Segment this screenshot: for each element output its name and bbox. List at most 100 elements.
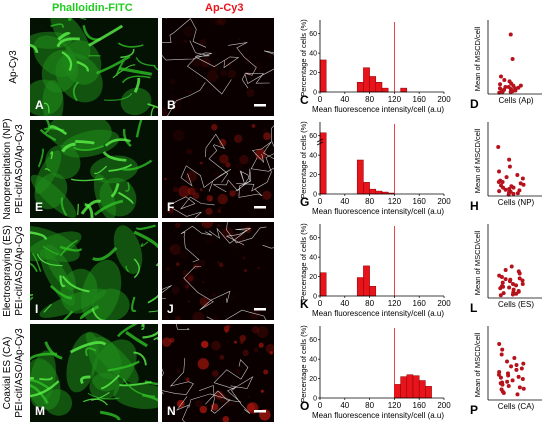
dot-point: [520, 278, 525, 283]
dot-point: [517, 276, 522, 281]
dot-point: [521, 361, 526, 366]
dot-point: [498, 82, 503, 87]
x-tick-label: 0: [318, 197, 323, 206]
x-category-label: Cells (Ap): [498, 96, 533, 105]
x-tick-label: 200: [437, 95, 451, 104]
histogram-G: 0 20 40 60 0 40 80 120 160 200 Mean fluorescence i…: [298, 118, 458, 218]
x-tick-label: 160: [413, 401, 427, 410]
dot-point: [496, 180, 501, 184]
x-tick-label: 160: [413, 95, 427, 104]
dot-point: [497, 342, 502, 346]
dot-point: [499, 275, 504, 279]
x-tick-label: 0: [318, 401, 323, 410]
dot-point: [507, 164, 512, 169]
phalloidin-image: [30, 18, 158, 116]
dot-point: [517, 385, 522, 390]
x-category-label: Cells (CA): [498, 402, 535, 411]
hist-bar: [375, 82, 383, 93]
x-tick-label: 80: [365, 299, 374, 308]
hist-bar: [319, 59, 327, 93]
row-label-line1: Coaxial ES (CA): [2, 336, 13, 410]
dot-point: [514, 367, 519, 372]
row-label-line2: PEI-cit/ASO/Ap-Cy3: [14, 226, 25, 316]
x-tick-label: 120: [388, 95, 402, 104]
panel-letter: A: [35, 98, 44, 112]
dot-point: [500, 89, 505, 94]
y-tick-label: 60: [309, 337, 317, 344]
dot-point: [516, 374, 521, 379]
dot-point: [509, 364, 514, 369]
hist-bar: [319, 272, 327, 297]
dot-point: [517, 271, 522, 276]
dot-point: [507, 279, 512, 284]
dot-point: [510, 282, 515, 286]
x-tick-label: 200: [437, 197, 451, 206]
x-tick-label: 120: [388, 197, 402, 206]
dot-point: [515, 173, 520, 177]
panel-letter: P: [470, 403, 478, 417]
x-tick-label: 40: [340, 401, 349, 410]
dot-point: [520, 377, 525, 381]
dot-point: [510, 378, 515, 383]
panel-letter: N: [167, 404, 176, 418]
dot-point: [507, 157, 512, 162]
hist-bar: [400, 376, 408, 399]
hist-bar: [375, 190, 383, 195]
hist-bar: [369, 188, 377, 195]
phalloidin-header: Phalloidin-FITC: [52, 2, 133, 14]
hist-bar: [406, 374, 414, 399]
dotplot-P: Mean of MSCD/cell Cells (CA) P: [470, 322, 548, 422]
row-label-line1: Electrospraying (ES): [2, 225, 13, 317]
dot-point: [521, 182, 526, 187]
x-tick-label: 80: [365, 401, 374, 410]
dot-point: [503, 268, 508, 272]
y-tick-label: 0: [313, 192, 317, 199]
dot-point: [515, 191, 520, 196]
dot-point: [502, 78, 507, 82]
y-axis-label: Mean of MSCD/cell: [473, 128, 482, 193]
row-label-es: Electrospraying (ES) PEI-cit/ASO/Ap-Cy3: [0, 222, 28, 320]
dot-point: [516, 85, 521, 90]
y-tick-label: 60: [309, 133, 317, 140]
hist-bar: [418, 380, 426, 399]
hist-bar: [356, 277, 364, 297]
x-tick-label: 40: [340, 299, 349, 308]
apcy3-image: [162, 222, 274, 320]
row-label-ap: Ap-Cy3: [0, 18, 28, 116]
y-tick-label: 40: [309, 51, 317, 58]
hist-bar: [425, 386, 432, 399]
panel-letter: I: [35, 302, 39, 316]
histogram-C: 0 20 40 60 0 40 80 120 160 200 Mean fluorescence i…: [298, 16, 458, 116]
dot-point: [503, 277, 508, 282]
dot-point: [496, 145, 501, 149]
panel-letter: D: [470, 97, 479, 111]
y-axis-label: Mean of MSCD/cell: [473, 332, 482, 397]
dotplot-D: Mean of MSCD/cell Cells (Ap) D: [470, 16, 548, 116]
dot-point: [503, 187, 508, 192]
y-axis-label: Mean of MSCD/cell: [473, 26, 482, 91]
y-tick-label: 60: [309, 31, 317, 38]
x-tick-label: 160: [413, 197, 427, 206]
hist-bar: [356, 159, 364, 195]
x-category-label: Cells (ES): [498, 300, 534, 309]
x-tick-label: 120: [388, 401, 402, 410]
dot-point: [497, 169, 502, 174]
x-axis-label: Mean fluorescence intensity/cell (a.u): [312, 207, 444, 216]
panel-letter: E: [35, 200, 44, 214]
hist-bar: [369, 286, 377, 297]
dot-point: [501, 291, 506, 296]
y-tick-label: 20: [309, 172, 317, 179]
hist-bar: [369, 76, 377, 93]
x-tick-label: 40: [340, 197, 349, 206]
dot-point: [499, 352, 504, 357]
panel-letter: K: [300, 297, 309, 311]
x-tick-label: 80: [365, 197, 374, 206]
dot-point: [511, 185, 516, 190]
x-tick-label: 200: [437, 299, 451, 308]
row-label-line2: PEI-cit/ASO/Ap-Cy3: [14, 328, 25, 418]
y-tick-label: 0: [313, 396, 317, 403]
x-tick-label: 0: [318, 299, 323, 308]
dot-point: [506, 384, 511, 388]
dot-point: [509, 264, 514, 269]
dot-point: [510, 292, 515, 297]
